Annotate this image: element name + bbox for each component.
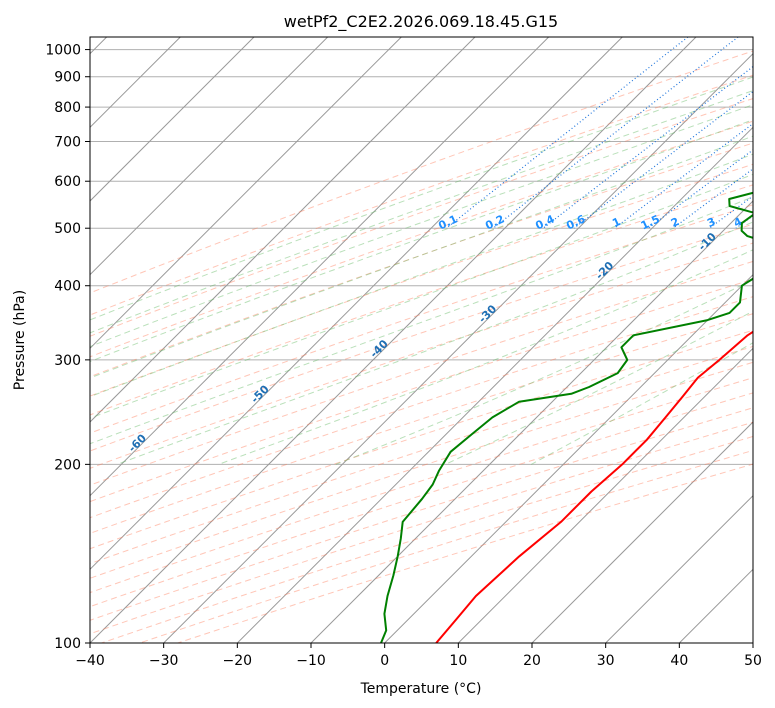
y-tick-label: 200	[54, 457, 81, 473]
dry-adiabat-line	[90, 74, 753, 316]
mixing-ratio-line	[445, 37, 689, 229]
isotherm-line	[236, 126, 753, 643]
dry-adiabat-line	[90, 120, 753, 358]
dewpoint-profile-line	[380, 191, 753, 643]
isotherm-line	[310, 200, 753, 643]
y-tick-label: 700	[54, 134, 81, 150]
dry-adiabat-line	[90, 223, 753, 452]
x-axis-label: Temperature (°C)	[360, 681, 482, 697]
x-tick-label: 50	[744, 653, 762, 669]
isotherm-line	[531, 421, 753, 643]
chart-title: wetPf2_C2E2.2026.069.18.45.G15	[284, 12, 558, 32]
y-tick-label: 100	[54, 636, 81, 652]
y-tick-label: 900	[54, 70, 81, 86]
dry-adiabat-line	[90, 98, 753, 337]
moist-adiabat-line	[90, 196, 753, 445]
moist-adiabat-line	[90, 153, 753, 398]
dry-adiabat-line	[90, 260, 753, 486]
dry-adiabat-line	[90, 278, 753, 503]
y-axis-label: Pressure (hPa)	[12, 290, 28, 390]
x-tick-label: −20	[223, 653, 253, 669]
dry-adiabat-line	[90, 361, 753, 579]
temperature-profile-line	[435, 330, 753, 643]
isotherm-line	[90, 37, 623, 571]
isotherm-line	[163, 52, 753, 643]
isotherm-line	[90, 37, 476, 423]
moist-adiabat-line	[90, 119, 753, 363]
dry-adiabat-line	[90, 204, 753, 434]
x-tick-label: −40	[75, 653, 105, 669]
x-tick-label: −10	[296, 653, 326, 669]
mixing-ratio-line	[672, 168, 753, 229]
dry-adiabat-line	[90, 50, 753, 294]
isotherm-line	[90, 37, 697, 643]
x-tick-label: 10	[449, 653, 467, 669]
isotherm-line	[90, 37, 550, 497]
plot-frame	[89, 36, 754, 644]
isotherm-line	[90, 37, 255, 202]
moist-adiabat-line	[90, 135, 753, 379]
x-tick-label: −30	[149, 653, 179, 669]
dry-adiabat-line	[90, 392, 753, 608]
x-tick-label: 30	[597, 653, 615, 669]
moist-adiabat-line	[90, 76, 753, 321]
plot-area: 0.10.20.40.611.52346810131620253036-100-…	[90, 37, 753, 643]
profiles	[380, 191, 753, 643]
x-tick-label: 20	[523, 653, 541, 669]
moist-adiabat-line	[90, 173, 753, 419]
dry-adiabat-line	[90, 313, 753, 534]
x-tick-label: 0	[380, 653, 389, 669]
isotherm-line	[90, 37, 329, 276]
y-tick-label: 600	[54, 174, 81, 190]
isotherm-line	[90, 37, 402, 350]
y-tick-label: 500	[54, 221, 81, 237]
x-tick-label: 40	[670, 653, 688, 669]
background-lines	[90, 37, 753, 643]
y-tick-label: 400	[54, 279, 81, 295]
isotherm-line	[384, 273, 753, 643]
isotherm-line	[457, 347, 753, 643]
y-tick-label: 300	[54, 353, 81, 369]
x-axis-ticks: −40 −30 −20 −10 0 10 20 30 40 50	[75, 643, 762, 669]
dry-adiabat-line	[90, 142, 753, 378]
y-tick-label: 1000	[45, 43, 81, 59]
isotherm-line	[605, 494, 753, 643]
dry-adiabat-line	[90, 163, 753, 397]
y-tick-label: 800	[54, 100, 81, 116]
mixing-ratio-line	[573, 90, 753, 229]
y-axis-ticks: 1000 900 800 700 600 500 400 300 200 100	[45, 43, 90, 652]
moist-adiabat-line	[218, 249, 753, 465]
